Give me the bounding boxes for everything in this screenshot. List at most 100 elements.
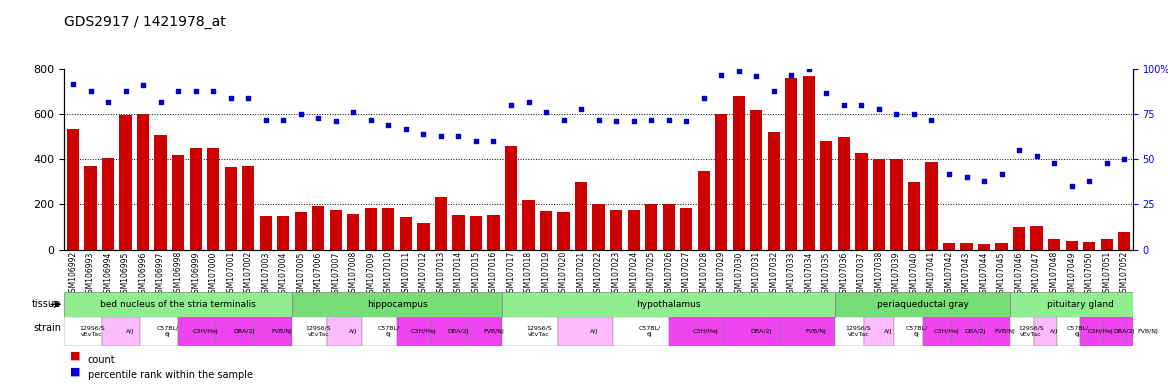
Bar [470, 216, 482, 250]
Text: 129S6/S
vEvTac: 129S6/S vEvTac [846, 326, 871, 337]
Bar [172, 155, 185, 250]
Point [642, 117, 661, 123]
Text: GSM107039: GSM107039 [892, 251, 901, 298]
Text: C57BL/
6J: C57BL/ 6J [639, 326, 661, 337]
Text: strain: strain [33, 323, 61, 333]
Bar [1010, 317, 1034, 346]
Bar [64, 317, 102, 346]
Text: C3H/HeJ: C3H/HeJ [193, 329, 218, 334]
Text: GSM107052: GSM107052 [1120, 251, 1128, 297]
Text: tissue: tissue [32, 299, 61, 310]
Text: GSM107018: GSM107018 [524, 251, 533, 297]
Text: C3H/HeJ: C3H/HeJ [1087, 329, 1114, 334]
Text: GSM107050: GSM107050 [1085, 251, 1093, 298]
Bar [347, 214, 360, 250]
Point [818, 89, 836, 96]
Text: A/J: A/J [1050, 329, 1058, 334]
Text: DBA/2J: DBA/2J [1113, 329, 1135, 334]
Point [800, 66, 819, 72]
Text: GSM107049: GSM107049 [1068, 251, 1076, 298]
Bar [1104, 317, 1127, 346]
Point [502, 102, 521, 108]
Bar [837, 137, 850, 250]
Bar [382, 208, 395, 250]
Text: 129S6/S
vEvTac: 129S6/S vEvTac [1018, 326, 1043, 337]
Text: GSM107010: GSM107010 [384, 251, 392, 297]
Text: GSM107011: GSM107011 [402, 251, 410, 297]
Text: GSM107000: GSM107000 [209, 251, 217, 298]
Bar [154, 134, 167, 250]
Text: FVB/NJ: FVB/NJ [994, 329, 1015, 334]
Bar [960, 243, 973, 250]
Bar [432, 317, 467, 346]
Text: GSM107008: GSM107008 [349, 251, 357, 297]
Point [537, 109, 556, 116]
Text: hippocampus: hippocampus [367, 300, 427, 309]
Bar [780, 317, 835, 346]
Bar [540, 211, 552, 250]
Point [1080, 178, 1099, 184]
Text: GSM106998: GSM106998 [174, 251, 182, 297]
Point [1045, 160, 1064, 166]
Bar [294, 212, 307, 250]
Bar [908, 182, 920, 250]
Text: GSM107033: GSM107033 [787, 251, 795, 298]
Text: GSM107017: GSM107017 [507, 251, 515, 297]
Bar [189, 148, 202, 250]
Text: GSM107041: GSM107041 [927, 251, 936, 297]
Point [204, 88, 223, 94]
Point [853, 102, 871, 108]
Text: GSM107007: GSM107007 [332, 251, 340, 298]
Bar [487, 215, 500, 250]
Text: GSM106993: GSM106993 [86, 251, 95, 298]
Text: C57BL/
6J: C57BL/ 6J [157, 326, 179, 337]
Bar [327, 317, 362, 346]
Text: GSM107037: GSM107037 [857, 251, 865, 298]
Bar [715, 114, 728, 250]
Bar [864, 317, 894, 346]
Bar [102, 158, 114, 250]
Bar [67, 129, 79, 250]
Point [555, 117, 573, 123]
Point [168, 88, 187, 94]
Text: GSM107006: GSM107006 [314, 251, 322, 298]
Text: DBA/2J: DBA/2J [447, 329, 470, 334]
Point [572, 106, 591, 112]
Text: 129S6/S
vEvTac: 129S6/S vEvTac [306, 326, 331, 337]
Text: GSM106999: GSM106999 [192, 251, 200, 298]
Point [415, 131, 433, 137]
Bar [119, 115, 132, 250]
Text: FVB/NJ: FVB/NJ [271, 329, 292, 334]
Bar [207, 148, 220, 250]
Point [362, 117, 381, 123]
Bar [627, 210, 640, 250]
Point [607, 118, 626, 124]
Bar [943, 243, 955, 250]
Point [467, 138, 486, 144]
Bar [467, 317, 502, 346]
Point [98, 99, 117, 105]
Point [1098, 160, 1117, 166]
Point [729, 68, 749, 74]
Text: GSM107001: GSM107001 [227, 251, 235, 297]
Point [222, 95, 241, 101]
Bar [1065, 240, 1078, 250]
Bar [680, 208, 693, 250]
Bar [1034, 317, 1057, 346]
Bar [1127, 317, 1150, 346]
Point [327, 118, 346, 124]
Bar [613, 317, 668, 346]
Point [888, 111, 906, 118]
Point [257, 117, 276, 123]
Text: percentile rank within the sample: percentile rank within the sample [88, 370, 252, 380]
Text: pituitary gland: pituitary gland [1047, 300, 1114, 309]
Bar [292, 292, 502, 317]
Text: GSM107036: GSM107036 [840, 251, 848, 298]
Text: GSM107031: GSM107031 [752, 251, 760, 297]
Bar [558, 317, 613, 346]
Text: GSM107003: GSM107003 [262, 251, 270, 298]
Text: GSM107023: GSM107023 [612, 251, 620, 297]
Text: GSM107015: GSM107015 [472, 251, 480, 297]
Bar [1010, 292, 1150, 317]
Bar [1030, 226, 1043, 250]
